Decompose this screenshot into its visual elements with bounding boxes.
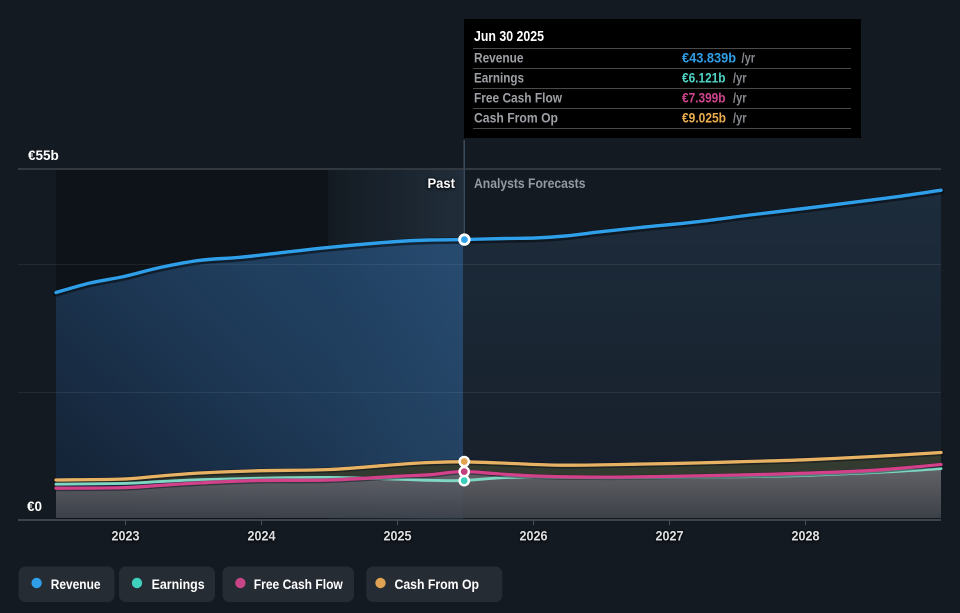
svg-text:€0: €0	[27, 499, 42, 514]
svg-text:/yr: /yr	[733, 91, 747, 106]
svg-text:Free Cash Flow: Free Cash Flow	[474, 91, 562, 106]
svg-text:/yr: /yr	[742, 51, 756, 66]
svg-text:€55b: €55b	[28, 148, 59, 163]
svg-text:Analysts Forecasts: Analysts Forecasts	[474, 176, 586, 191]
svg-text:€6.121b: €6.121b	[682, 71, 726, 86]
svg-text:2028: 2028	[792, 528, 820, 544]
svg-text:/yr: /yr	[733, 111, 747, 126]
svg-text:2023: 2023	[112, 528, 140, 544]
svg-text:€7.399b: €7.399b	[682, 91, 726, 106]
svg-text:Cash From Op: Cash From Op	[395, 576, 480, 592]
svg-text:2027: 2027	[656, 528, 684, 544]
svg-text:/yr: /yr	[733, 71, 747, 86]
svg-text:Earnings: Earnings	[152, 576, 205, 592]
svg-text:Past: Past	[428, 176, 456, 191]
svg-text:2026: 2026	[520, 528, 548, 544]
svg-text:€43.839b: €43.839b	[682, 51, 736, 66]
svg-text:Free Cash Flow: Free Cash Flow	[254, 576, 343, 592]
svg-text:Cash From Op: Cash From Op	[474, 111, 558, 126]
svg-text:2025: 2025	[384, 528, 412, 544]
svg-text:2024: 2024	[248, 528, 276, 544]
svg-text:Jun 30 2025: Jun 30 2025	[474, 29, 544, 45]
svg-text:Revenue: Revenue	[474, 51, 524, 66]
svg-text:Earnings: Earnings	[474, 71, 524, 86]
svg-text:€9.025b: €9.025b	[682, 111, 726, 126]
svg-text:Revenue: Revenue	[51, 576, 101, 592]
